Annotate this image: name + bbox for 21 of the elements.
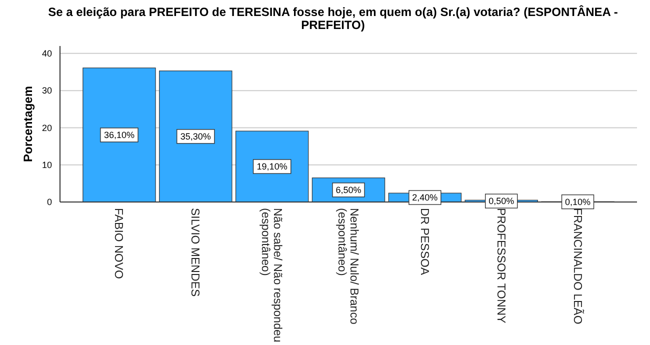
- y-tick-label: 10: [42, 160, 52, 170]
- y-tick-label: 0: [46, 197, 52, 208]
- data-label: 0,10%: [565, 196, 591, 207]
- x-tick-label: FABIO NOVO: [112, 208, 124, 279]
- data-label: 6,50%: [336, 185, 362, 196]
- x-tick-label: SILVIO MENDES: [188, 208, 201, 297]
- data-label: 19,10%: [256, 162, 288, 172]
- x-tick-label: PROFESSOR TONNY: [494, 208, 506, 324]
- x-tick-label: Nenhum/ Nulo/ Branco (espontâneo): [336, 208, 360, 324]
- y-tick-label: 20: [42, 122, 52, 133]
- data-label: 36,10%: [104, 130, 134, 140]
- x-tick-label: FRANCINALDO LEÃO: [570, 208, 585, 324]
- y-tick-label: 40: [42, 48, 52, 59]
- data-label: 0,50%: [488, 196, 514, 206]
- data-label: 35,30%: [180, 132, 211, 142]
- x-tick-label: DR PESSOA: [418, 208, 430, 276]
- x-tick-label: Não sabe/ Não respondeu (espontâneo): [259, 208, 284, 342]
- chart-title: Se a eleição para PREFEITO de TERESINA fosse hoje, em quem o(a) Sr.(a) votaria? (ESPONTÂNEA - PREFEITO): [48, 5, 618, 32]
- y-axis-title: Porcentagem: [21, 86, 35, 162]
- data-label: 2,40%: [412, 192, 438, 203]
- y-tick-label: 30: [42, 86, 52, 96]
